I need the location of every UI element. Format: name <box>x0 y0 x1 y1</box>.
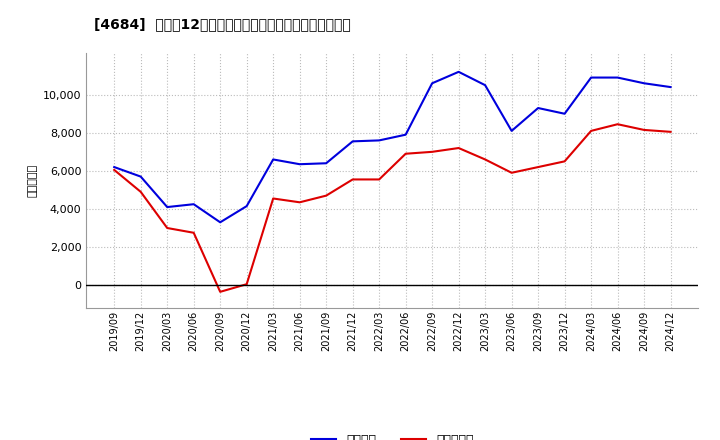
経常利益 <box>560 111 569 117</box>
当期純利益 <box>534 165 542 170</box>
当期純利益 <box>375 177 384 182</box>
当期純利益 <box>216 289 225 294</box>
当期純利益 <box>243 282 251 287</box>
当期純利益 <box>454 145 463 150</box>
経常利益 <box>269 157 277 162</box>
当期純利益 <box>295 200 304 205</box>
当期純利益 <box>428 149 436 154</box>
経常利益 <box>508 128 516 133</box>
当期純利益 <box>322 193 330 198</box>
当期純利益 <box>189 230 198 235</box>
当期純利益 <box>401 151 410 156</box>
当期純利益 <box>110 167 119 172</box>
経常利益 <box>348 139 357 144</box>
経常利益 <box>534 106 542 111</box>
経常利益 <box>454 69 463 74</box>
Legend: 経常利益, 当期純利益: 経常利益, 当期純利益 <box>306 429 479 440</box>
当期純利益 <box>348 177 357 182</box>
経常利益 <box>189 202 198 207</box>
当期純利益 <box>508 170 516 176</box>
経常利益 <box>640 81 649 86</box>
当期純利益 <box>163 225 171 231</box>
Line: 当期純利益: 当期純利益 <box>114 124 670 292</box>
経常利益 <box>322 161 330 166</box>
経常利益 <box>401 132 410 137</box>
経常利益 <box>136 174 145 179</box>
経常利益 <box>428 81 436 86</box>
Y-axis label: （百万円）: （百万円） <box>27 164 37 197</box>
経常利益 <box>375 138 384 143</box>
当期純利益 <box>269 196 277 201</box>
経常利益 <box>163 205 171 210</box>
経常利益 <box>481 83 490 88</box>
経常利益 <box>216 220 225 225</box>
当期純利益 <box>560 159 569 164</box>
経常利益 <box>613 75 622 80</box>
当期純利益 <box>587 128 595 133</box>
当期純利益 <box>481 157 490 162</box>
経常利益 <box>243 203 251 209</box>
当期純利益 <box>640 127 649 132</box>
Line: 経常利益: 経常利益 <box>114 72 670 222</box>
当期純利益 <box>613 121 622 127</box>
経常利益 <box>587 75 595 80</box>
経常利益 <box>666 84 675 90</box>
当期純利益 <box>666 129 675 135</box>
Text: [4684]  利益だ12か月移動合計の対前年同期増減額の推移: [4684] 利益だ12か月移動合計の対前年同期増減額の推移 <box>94 18 351 32</box>
経常利益 <box>110 165 119 170</box>
当期純利益 <box>136 189 145 194</box>
経常利益 <box>295 161 304 167</box>
